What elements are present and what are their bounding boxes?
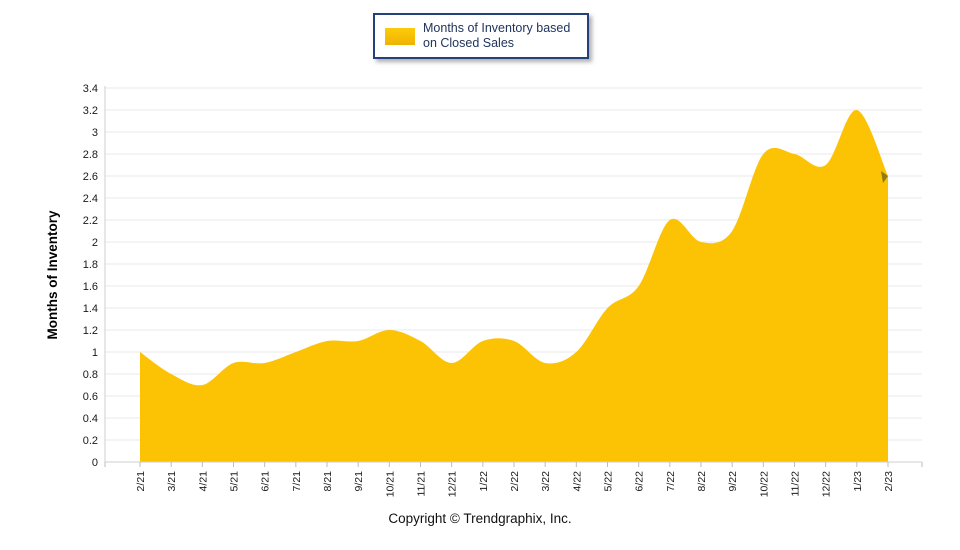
y-tick-label: 3.4 bbox=[83, 83, 98, 95]
legend-label: Months of Inventory based on Closed Sale… bbox=[423, 21, 570, 52]
x-tick-label: 10/22 bbox=[758, 471, 770, 497]
x-tick-label: 5/22 bbox=[603, 471, 615, 492]
x-tick-label: 2/23 bbox=[883, 471, 895, 492]
x-tick-label: 7/22 bbox=[665, 471, 677, 492]
x-tick-label: 5/21 bbox=[229, 471, 241, 492]
y-tick-label: 2.4 bbox=[83, 193, 98, 205]
x-tick-label: 9/21 bbox=[353, 471, 365, 492]
legend: Months of Inventory based on Closed Sale… bbox=[373, 13, 589, 59]
x-tick-label: 10/21 bbox=[384, 471, 396, 497]
y-tick-label: 0.8 bbox=[83, 369, 98, 381]
x-tick-label: 8/22 bbox=[696, 471, 708, 492]
x-tick-label: 12/21 bbox=[447, 471, 459, 497]
x-tick-label: 11/21 bbox=[416, 471, 428, 497]
y-tick-label: 2.8 bbox=[83, 149, 98, 161]
y-tick-label: 2.6 bbox=[83, 171, 98, 183]
legend-swatch-icon bbox=[385, 27, 415, 45]
legend-label-line2: on Closed Sales bbox=[423, 36, 515, 50]
y-tick-label: 3.2 bbox=[83, 105, 98, 117]
axis-layer: 2/21 3/21 4/21 5/21 6/21 7/21 8/21 9/21 10/21 11/… bbox=[104, 86, 923, 497]
y-tick-label: 1.2 bbox=[83, 325, 98, 337]
x-tick-label: 9/22 bbox=[727, 471, 739, 492]
y-tick-label: 1.6 bbox=[83, 281, 98, 293]
y-tick-label: 0 bbox=[92, 457, 98, 469]
x-tick-label: 7/21 bbox=[291, 471, 303, 492]
x-tick-label: 6/22 bbox=[634, 471, 646, 492]
x-tick-label: 1/23 bbox=[852, 471, 864, 492]
inventory-area-series bbox=[140, 109, 888, 462]
copyright-text: Copyright © Trendgraphix, Inc. bbox=[388, 511, 572, 526]
legend-label-line1: Months of Inventory based bbox=[423, 20, 571, 35]
x-tick-label: 2/21 bbox=[135, 471, 147, 492]
x-tick-label: 12/22 bbox=[821, 471, 833, 497]
y-tick-label: 1.4 bbox=[83, 303, 98, 315]
x-tick-label: 8/21 bbox=[322, 471, 334, 492]
x-tick-label: 2/22 bbox=[509, 471, 521, 492]
x-tick-label: 3/21 bbox=[166, 471, 178, 492]
x-tick-label: 11/22 bbox=[790, 471, 802, 497]
y-tick-label: 0.4 bbox=[83, 413, 98, 425]
y-axis-title: Months of Inventory bbox=[45, 210, 60, 339]
x-tick-label: 1/22 bbox=[478, 471, 490, 492]
series-end-marker bbox=[881, 171, 888, 183]
y-tick-label: 3 bbox=[92, 127, 98, 139]
y-tick-label: 2.2 bbox=[83, 215, 98, 227]
y-tick-label: 0.6 bbox=[83, 391, 98, 403]
x-tick-label: 6/21 bbox=[260, 471, 272, 492]
y-tick-label: 0.2 bbox=[83, 435, 98, 447]
y-tick-label: 1.8 bbox=[83, 259, 98, 271]
x-tick-label: 3/22 bbox=[540, 471, 552, 492]
x-tick-label: 4/22 bbox=[571, 471, 583, 492]
series-layer bbox=[140, 109, 888, 462]
y-tick-label: 1 bbox=[92, 347, 98, 359]
y-tick-label: 2 bbox=[92, 237, 98, 249]
x-tick-label: 4/21 bbox=[197, 471, 209, 492]
